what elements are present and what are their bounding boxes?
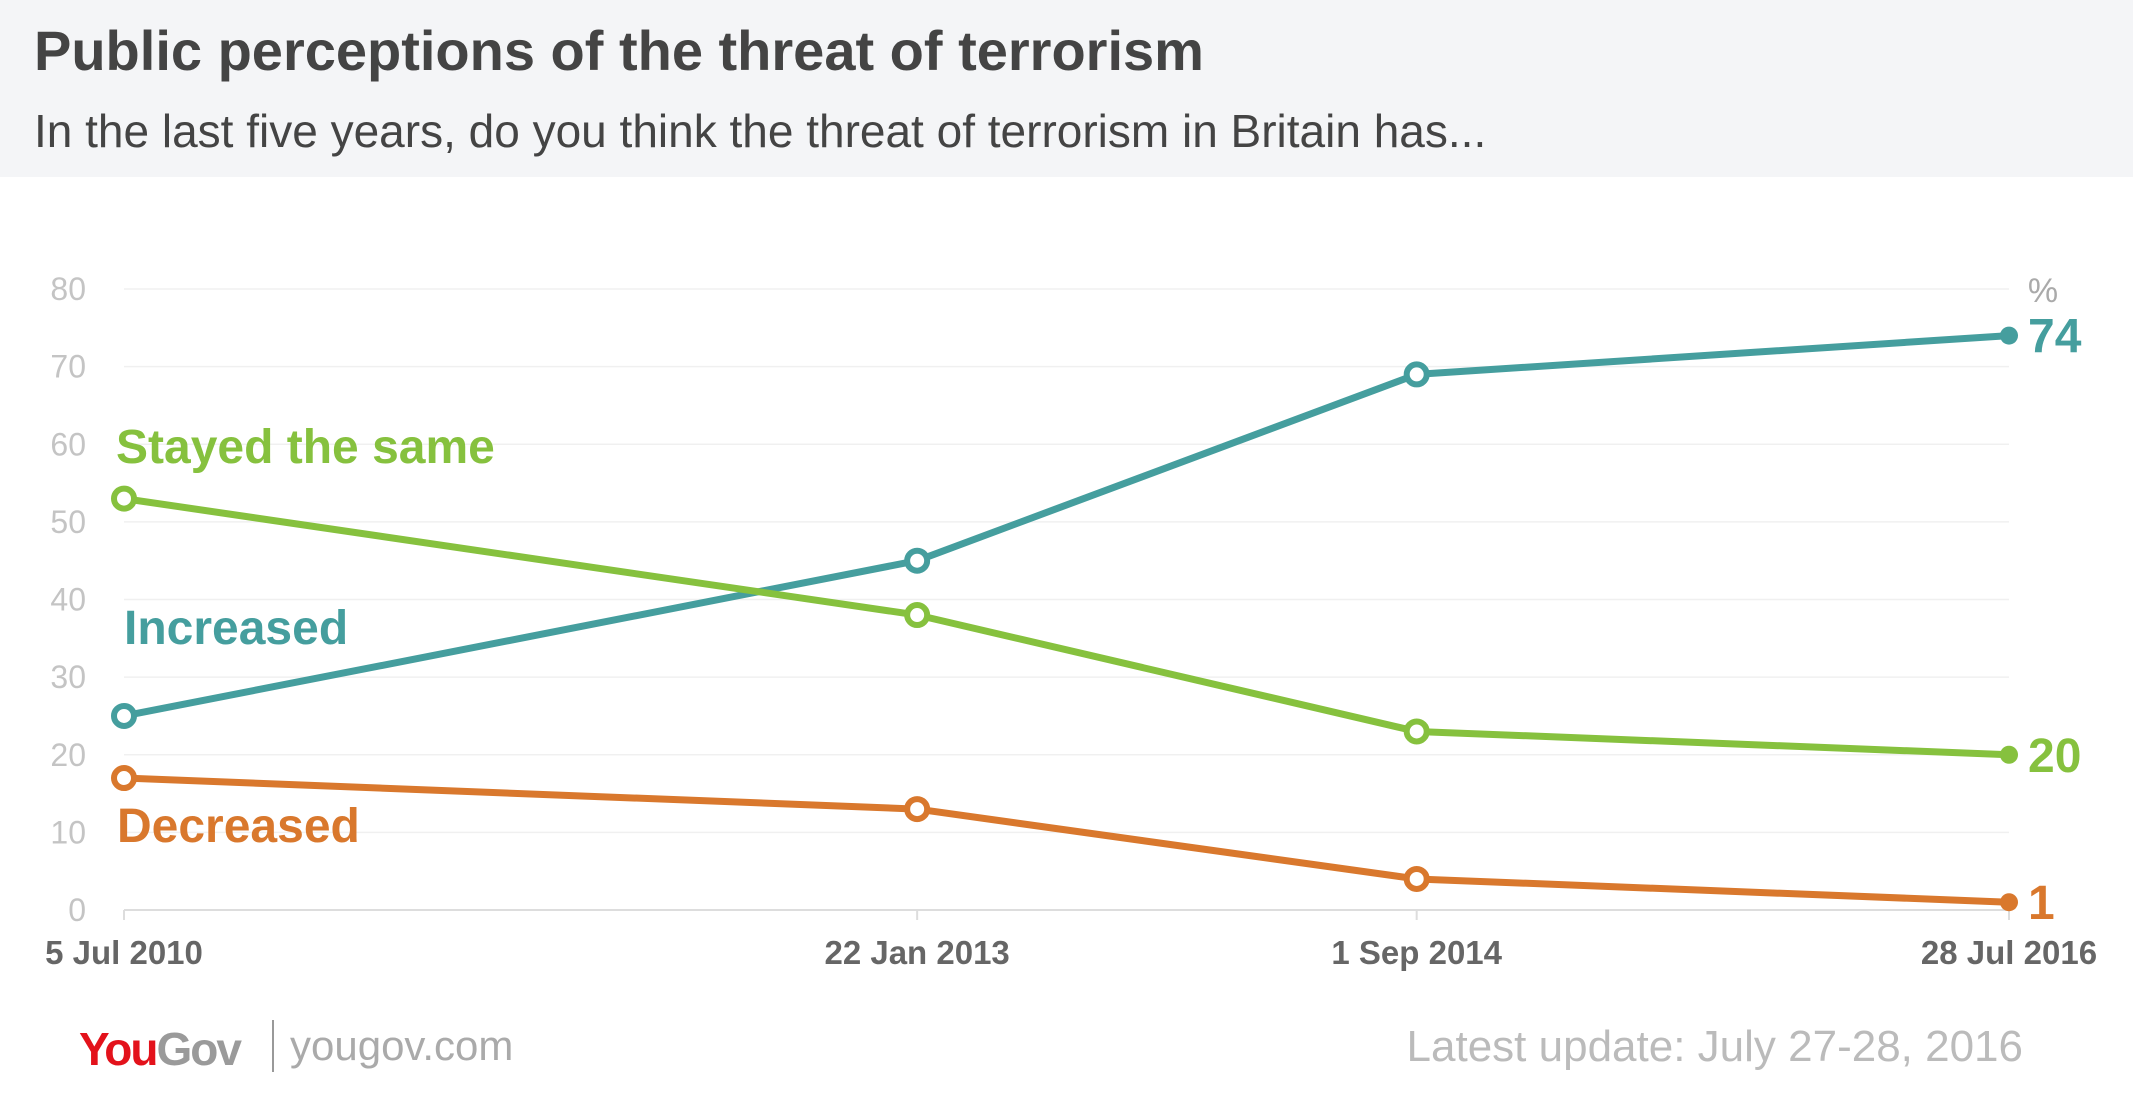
- data-point-increased: [2000, 326, 2018, 345]
- end-value-label-decreased: 1: [2028, 877, 2055, 930]
- data-point-increased: [111, 702, 137, 729]
- y-tick-label: 40: [50, 582, 86, 618]
- data-point-stayed-the-same: [1403, 718, 1430, 745]
- y-tick-label: 10: [50, 814, 86, 850]
- series-line-decreased: [123, 774, 2010, 906]
- end-value-label-stayed-the-same: 20: [2028, 730, 2081, 783]
- data-point-decreased: [2000, 893, 2018, 912]
- chart-subtitle: In the last five years, do you think the…: [34, 105, 1487, 157]
- data-point-decreased: [111, 765, 137, 792]
- series-label-increased: Increased: [124, 602, 348, 655]
- footer-divider: [272, 1020, 274, 1072]
- y-tick-label: 20: [50, 737, 86, 773]
- series-line-increased: [123, 332, 2010, 720]
- data-point-stayed-the-same: [904, 602, 931, 629]
- data-point-decreased: [1403, 865, 1430, 892]
- footer-site-link[interactable]: yougov.com: [290, 1022, 514, 1069]
- data-point-increased: [1403, 361, 1430, 388]
- x-tick-label: 22 Jan 2013: [824, 934, 1009, 971]
- series-label-stayed-the-same: Stayed the same: [116, 421, 495, 474]
- end-value-label-increased: 74: [2028, 311, 2082, 364]
- x-tick-label: 1 Sep 2014: [1331, 934, 1502, 971]
- y-tick-label: 30: [50, 659, 86, 695]
- y-tick-label: 80: [50, 271, 86, 307]
- header: Public perceptions of the threat of terr…: [0, 0, 2133, 177]
- y-tick-label: 70: [50, 349, 86, 385]
- y-tick-label: 60: [50, 426, 86, 462]
- series-label-decreased: Decreased: [117, 800, 360, 853]
- series-line-stayed-the-same: [123, 495, 2010, 759]
- x-tick-label: 28 Jul 2016: [1921, 934, 2097, 971]
- data-point-stayed-the-same: [2000, 745, 2018, 764]
- chart-title: Public perceptions of the threat of terr…: [34, 19, 1204, 82]
- yougov-logo: YouGov: [79, 1023, 242, 1075]
- y-tick-label: 50: [50, 504, 86, 540]
- latest-update: Latest update: July 27-28, 2016: [1406, 1022, 2023, 1071]
- data-point-decreased: [904, 796, 931, 823]
- y-tick-label: 0: [68, 892, 86, 928]
- x-tick-label: 5 Jul 2010: [45, 934, 203, 971]
- data-point-stayed-the-same: [111, 485, 137, 512]
- data-point-increased: [904, 547, 931, 574]
- y-unit-label: %: [2028, 272, 2058, 310]
